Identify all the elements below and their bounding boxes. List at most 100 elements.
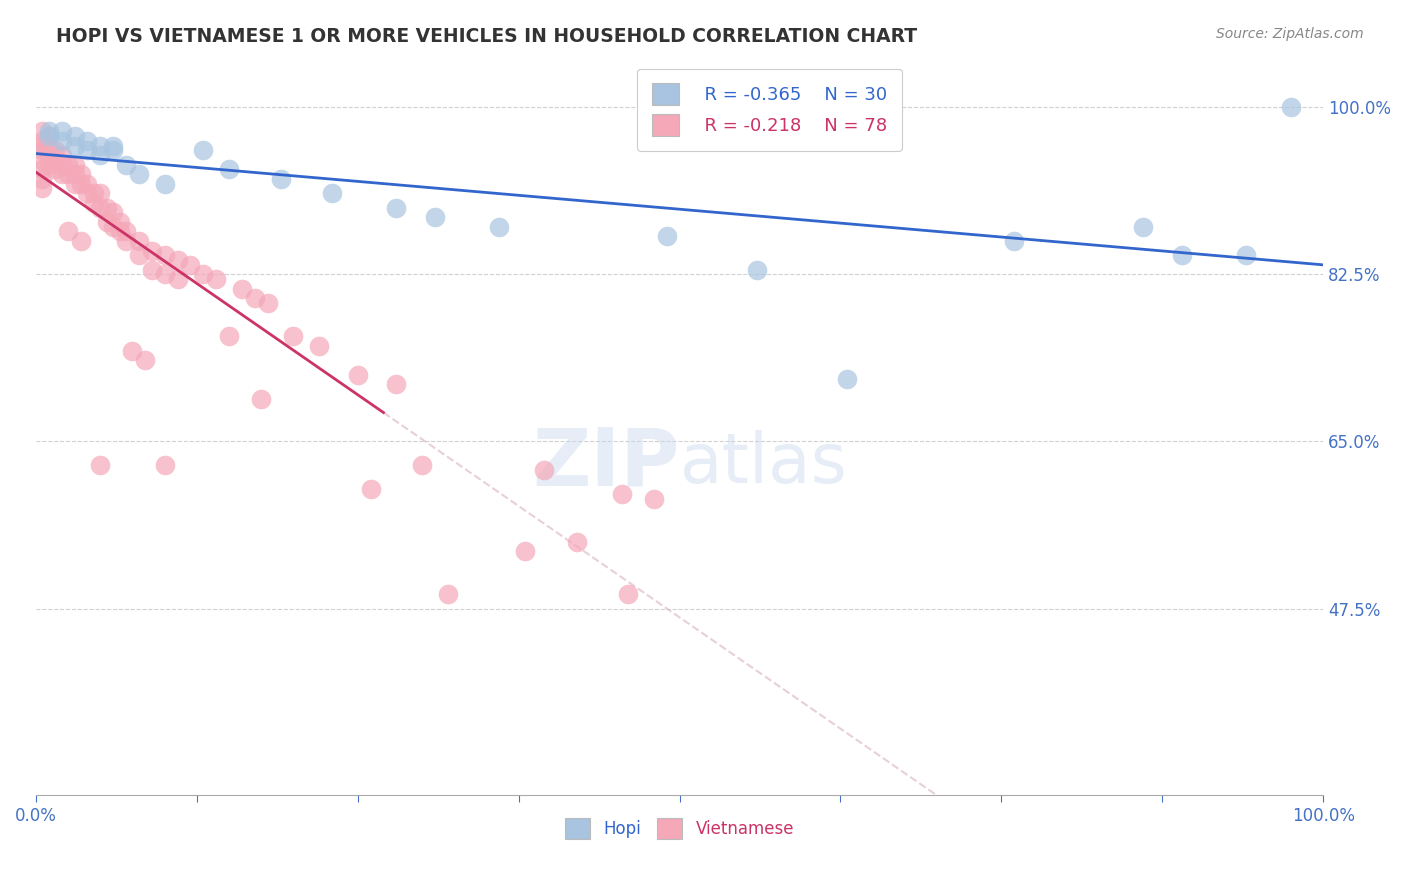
Point — [63, 158, 86, 172]
Point — [101, 138, 124, 153]
Point — [121, 343, 143, 358]
Point — [205, 272, 228, 286]
Point — [423, 210, 446, 224]
Point — [63, 128, 86, 143]
Point — [115, 158, 138, 172]
Point — [89, 458, 111, 473]
Point — [70, 234, 93, 248]
Point — [153, 248, 176, 262]
Text: atlas: atlas — [679, 431, 848, 498]
Point — [101, 219, 124, 234]
Point — [128, 248, 150, 262]
Point — [1132, 219, 1154, 234]
Point — [51, 148, 73, 162]
Text: Source: ZipAtlas.com: Source: ZipAtlas.com — [1216, 27, 1364, 41]
Point — [38, 124, 60, 138]
Point — [128, 167, 150, 181]
Point — [31, 124, 53, 138]
Point — [101, 143, 124, 157]
Point — [76, 177, 98, 191]
Point — [1279, 100, 1302, 114]
Legend: Hopi, Vietnamese: Hopi, Vietnamese — [558, 812, 801, 846]
Point — [38, 158, 60, 172]
Point — [745, 262, 768, 277]
Point — [76, 134, 98, 148]
Point — [437, 587, 460, 601]
Point — [51, 124, 73, 138]
Point — [63, 138, 86, 153]
Point — [488, 219, 510, 234]
Point — [31, 153, 53, 167]
Point — [643, 491, 665, 506]
Point — [31, 143, 53, 157]
Point — [153, 268, 176, 282]
Point — [617, 587, 640, 601]
Point — [76, 186, 98, 201]
Point — [31, 162, 53, 177]
Point — [385, 377, 408, 392]
Point — [141, 262, 163, 277]
Point — [38, 128, 60, 143]
Point — [70, 177, 93, 191]
Point — [115, 234, 138, 248]
Text: HOPI VS VIETNAMESE 1 OR MORE VEHICLES IN HOUSEHOLD CORRELATION CHART: HOPI VS VIETNAMESE 1 OR MORE VEHICLES IN… — [56, 27, 917, 45]
Point — [179, 258, 201, 272]
Point — [51, 158, 73, 172]
Point — [513, 544, 536, 558]
Point — [89, 201, 111, 215]
Point — [218, 162, 240, 177]
Point — [250, 392, 273, 406]
Point — [63, 177, 86, 191]
Point — [231, 282, 253, 296]
Point — [89, 148, 111, 162]
Point — [44, 162, 66, 177]
Point — [70, 167, 93, 181]
Point — [411, 458, 433, 473]
Point — [76, 143, 98, 157]
Point — [256, 296, 278, 310]
Point — [56, 167, 79, 181]
Point — [108, 224, 131, 238]
Point — [835, 372, 858, 386]
Point — [108, 215, 131, 229]
Point — [360, 482, 382, 496]
Point — [321, 186, 343, 201]
Text: ZIP: ZIP — [533, 425, 679, 503]
Point — [31, 172, 53, 186]
Point — [385, 201, 408, 215]
Point — [153, 458, 176, 473]
Point — [166, 272, 188, 286]
Point — [193, 268, 215, 282]
Point — [51, 167, 73, 181]
Point — [134, 353, 156, 368]
Point — [308, 339, 330, 353]
Point — [31, 181, 53, 195]
Point — [96, 201, 118, 215]
Point — [166, 253, 188, 268]
Point — [153, 177, 176, 191]
Point — [655, 229, 678, 244]
Point — [83, 195, 105, 210]
Point — [89, 186, 111, 201]
Point — [610, 487, 633, 501]
Point — [565, 534, 588, 549]
Point — [31, 134, 53, 148]
Point — [346, 368, 368, 382]
Point — [193, 143, 215, 157]
Point — [89, 138, 111, 153]
Point — [44, 153, 66, 167]
Point — [1234, 248, 1257, 262]
Point — [38, 148, 60, 162]
Point — [56, 158, 79, 172]
Point — [283, 329, 305, 343]
Point — [38, 128, 60, 143]
Point — [141, 244, 163, 258]
Point — [63, 167, 86, 181]
Point — [270, 172, 292, 186]
Point — [243, 291, 266, 305]
Point — [101, 205, 124, 219]
Point — [83, 186, 105, 201]
Point — [56, 224, 79, 238]
Point — [218, 329, 240, 343]
Point — [44, 143, 66, 157]
